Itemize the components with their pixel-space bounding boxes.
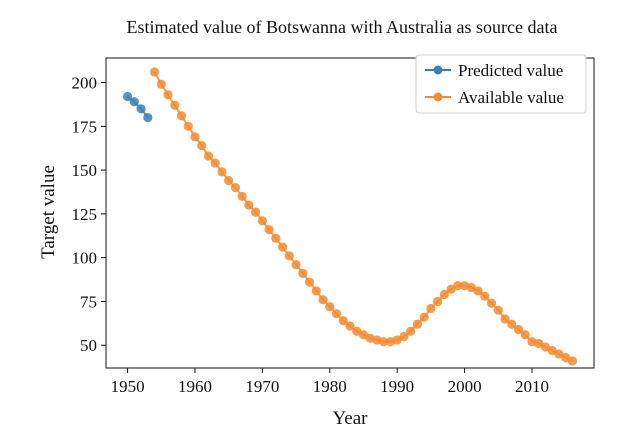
data-point (129, 97, 139, 107)
data-point (426, 303, 436, 314)
data-point (197, 140, 207, 151)
x-tick-label: 1960 (178, 377, 212, 396)
data-point (237, 191, 247, 201)
plot-frame (105, 57, 595, 369)
data-point (453, 281, 463, 291)
data-point (217, 167, 227, 177)
data-point (399, 331, 409, 342)
data-point (325, 302, 335, 312)
data-point (345, 321, 355, 331)
data-point (170, 100, 180, 110)
data-point (143, 112, 153, 123)
data-point (352, 326, 362, 336)
series-line-1 (153, 71, 573, 362)
data-point (547, 345, 557, 356)
y-tick-label: 75 (80, 292, 97, 311)
data-point (520, 330, 530, 340)
data-point (264, 225, 274, 235)
data-point (304, 277, 315, 287)
data-point (244, 200, 254, 210)
legend-marker-predicted (433, 65, 443, 75)
data-point (311, 286, 321, 296)
data-point (331, 309, 342, 319)
data-point (419, 312, 429, 322)
y-tick-label: 50 (80, 336, 97, 355)
data-point (136, 104, 146, 114)
data-point (500, 314, 510, 324)
data-point (298, 268, 308, 279)
data-point (379, 337, 389, 347)
data-point (513, 324, 524, 335)
plot-area: 1950 1960 1970 1980 1990 2000 2010 50 75 100 125 15… (72, 57, 595, 396)
data-point (183, 121, 193, 131)
data-point (251, 207, 261, 217)
x-tick-label: 1990 (380, 377, 414, 396)
x-axis-title: Year (332, 408, 368, 429)
x-tick-label: 2010 (515, 377, 549, 396)
chart-title: Estimated value of Botswanna with Austra… (127, 17, 558, 37)
data-point (284, 251, 294, 261)
data-point (210, 158, 220, 168)
data-point (446, 284, 456, 294)
data-point (561, 352, 571, 363)
data-point (412, 319, 423, 329)
y-tick-label: 100 (72, 249, 98, 268)
data-point (567, 356, 578, 366)
data-point (291, 260, 301, 270)
data-point (224, 175, 234, 186)
legend-label-predicted: Predicted value (458, 61, 563, 80)
data-point (480, 291, 490, 301)
data-point (486, 298, 497, 308)
y-tick-label: 125 (72, 205, 98, 224)
data-point (466, 282, 476, 293)
data-point (540, 342, 551, 352)
data-point (230, 183, 241, 193)
data-point (554, 349, 564, 359)
data-point (149, 67, 160, 77)
y-tick-label: 200 (72, 74, 98, 93)
data-point (271, 233, 281, 243)
legend-box (415, 54, 587, 114)
legend-marker-available (433, 92, 443, 102)
data-point (439, 289, 449, 300)
data-point (358, 330, 369, 340)
legend: Predicted value Available value (415, 54, 587, 114)
data-point (406, 326, 416, 336)
data-point (176, 111, 187, 121)
x-tick-label: 1980 (313, 377, 347, 396)
data-point (203, 151, 214, 161)
data-point (318, 295, 328, 305)
y-axis-title: Target value (38, 165, 59, 259)
data-point (534, 338, 544, 349)
data-point (277, 242, 288, 252)
data-point (163, 90, 173, 100)
data-point (156, 79, 166, 89)
data-point (493, 305, 503, 315)
data-point (190, 132, 200, 142)
data-point (122, 91, 133, 102)
y-tick-label: 175 (72, 117, 98, 136)
x-tick-label: 1970 (245, 377, 279, 396)
y-tick-label: 150 (72, 161, 98, 180)
data-point (473, 286, 483, 296)
data-point (257, 216, 267, 226)
data-point (507, 319, 517, 329)
data-point (338, 316, 348, 326)
x-tick-label: 2000 (448, 377, 482, 396)
data-point (433, 296, 443, 307)
legend-label-available: Available value (458, 88, 564, 107)
x-tick-label: 1950 (111, 377, 145, 396)
data-point (392, 335, 402, 345)
